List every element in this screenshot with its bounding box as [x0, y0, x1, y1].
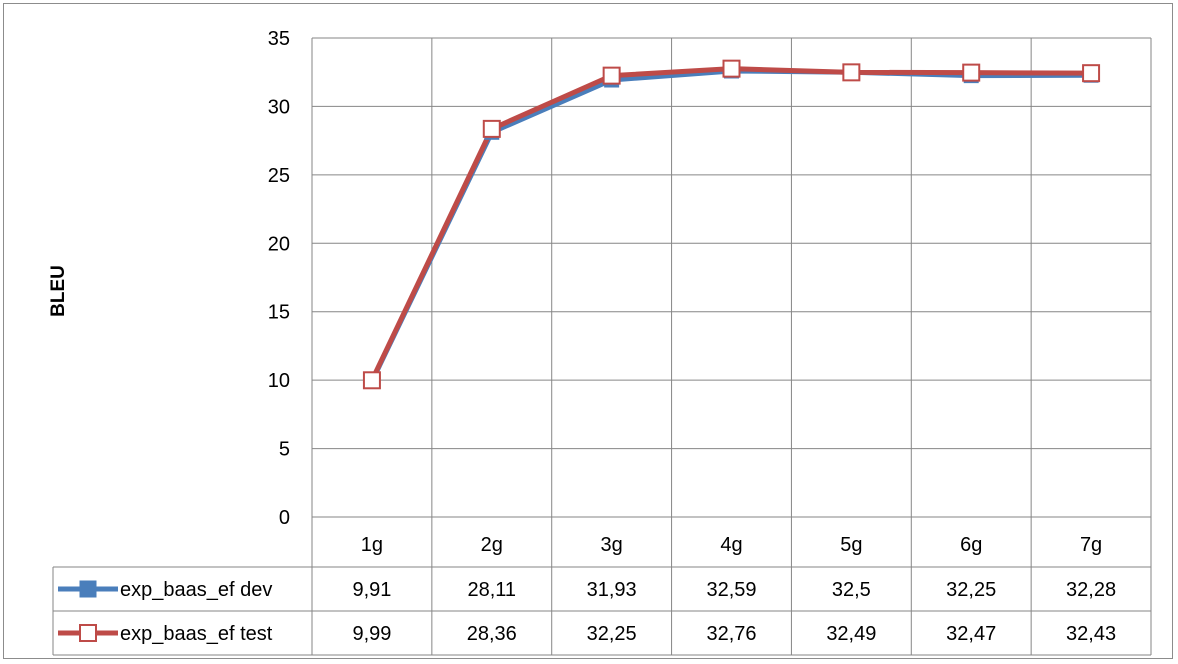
y-tick-label: 5 — [279, 439, 290, 461]
legend-label: exp_baas_ef dev — [120, 579, 272, 601]
data-table-cell: 32,59 — [706, 579, 756, 601]
x-tick-label: 4g — [720, 534, 742, 556]
data-point — [362, 371, 381, 390]
data-table-cell: 28,36 — [467, 623, 517, 645]
y-tick-label: 25 — [268, 165, 290, 187]
data-table-cell: 32,43 — [1066, 623, 1116, 645]
data-table-cell: 28,11 — [467, 579, 516, 601]
data-point — [1082, 64, 1101, 83]
data-table-cell: 9,91 — [352, 579, 391, 601]
data-table-cell: 32,28 — [1066, 579, 1116, 601]
data-point — [602, 66, 621, 85]
series-line — [369, 66, 1092, 382]
series-line — [369, 68, 1092, 383]
data-point — [962, 63, 981, 82]
y-axis: 0 5 10 15 20 25 30 35 — [268, 28, 290, 529]
legend-key-marker — [79, 580, 97, 598]
legend-label: exp_baas_ef test — [120, 623, 273, 645]
data-table-cell: 9,99 — [352, 623, 391, 645]
data-table-cell: 32,76 — [706, 623, 756, 645]
grid — [311, 37, 1152, 655]
data-point — [482, 119, 501, 138]
data-table-cell: 32,47 — [946, 623, 996, 645]
data-table-cell: 31,93 — [587, 579, 637, 601]
data-point — [722, 59, 741, 78]
x-tick-label: 1g — [361, 534, 383, 556]
x-tick-label: 6g — [960, 534, 982, 556]
data-table-cell: 32,5 — [832, 579, 871, 601]
series — [362, 59, 1101, 390]
y-tick-label: 30 — [268, 96, 290, 118]
y-tick-label: 0 — [279, 507, 290, 529]
data-table: 1g 2g 3g 4g 5g 6g 7g exp_baas_ef dev 9,91 28,11 31… — [52, 534, 1151, 656]
y-axis-label: BLEU — [48, 265, 69, 317]
chart-frame — [3, 3, 1173, 659]
data-table-cell: 32,49 — [826, 623, 876, 645]
legend-key-marker — [79, 624, 97, 642]
x-tick-label: 7g — [1080, 534, 1102, 556]
x-tick-label: 2g — [481, 534, 503, 556]
data-point — [842, 63, 861, 82]
x-tick-label: 3g — [601, 534, 623, 556]
y-tick-label: 15 — [268, 302, 290, 324]
y-tick-label: 10 — [268, 370, 290, 392]
y-tick-label: 35 — [268, 28, 290, 50]
y-tick-label: 20 — [268, 233, 290, 255]
data-table-cell: 32,25 — [946, 579, 996, 601]
x-tick-label: 5g — [840, 534, 862, 556]
data-table-cell: 32,25 — [587, 623, 637, 645]
